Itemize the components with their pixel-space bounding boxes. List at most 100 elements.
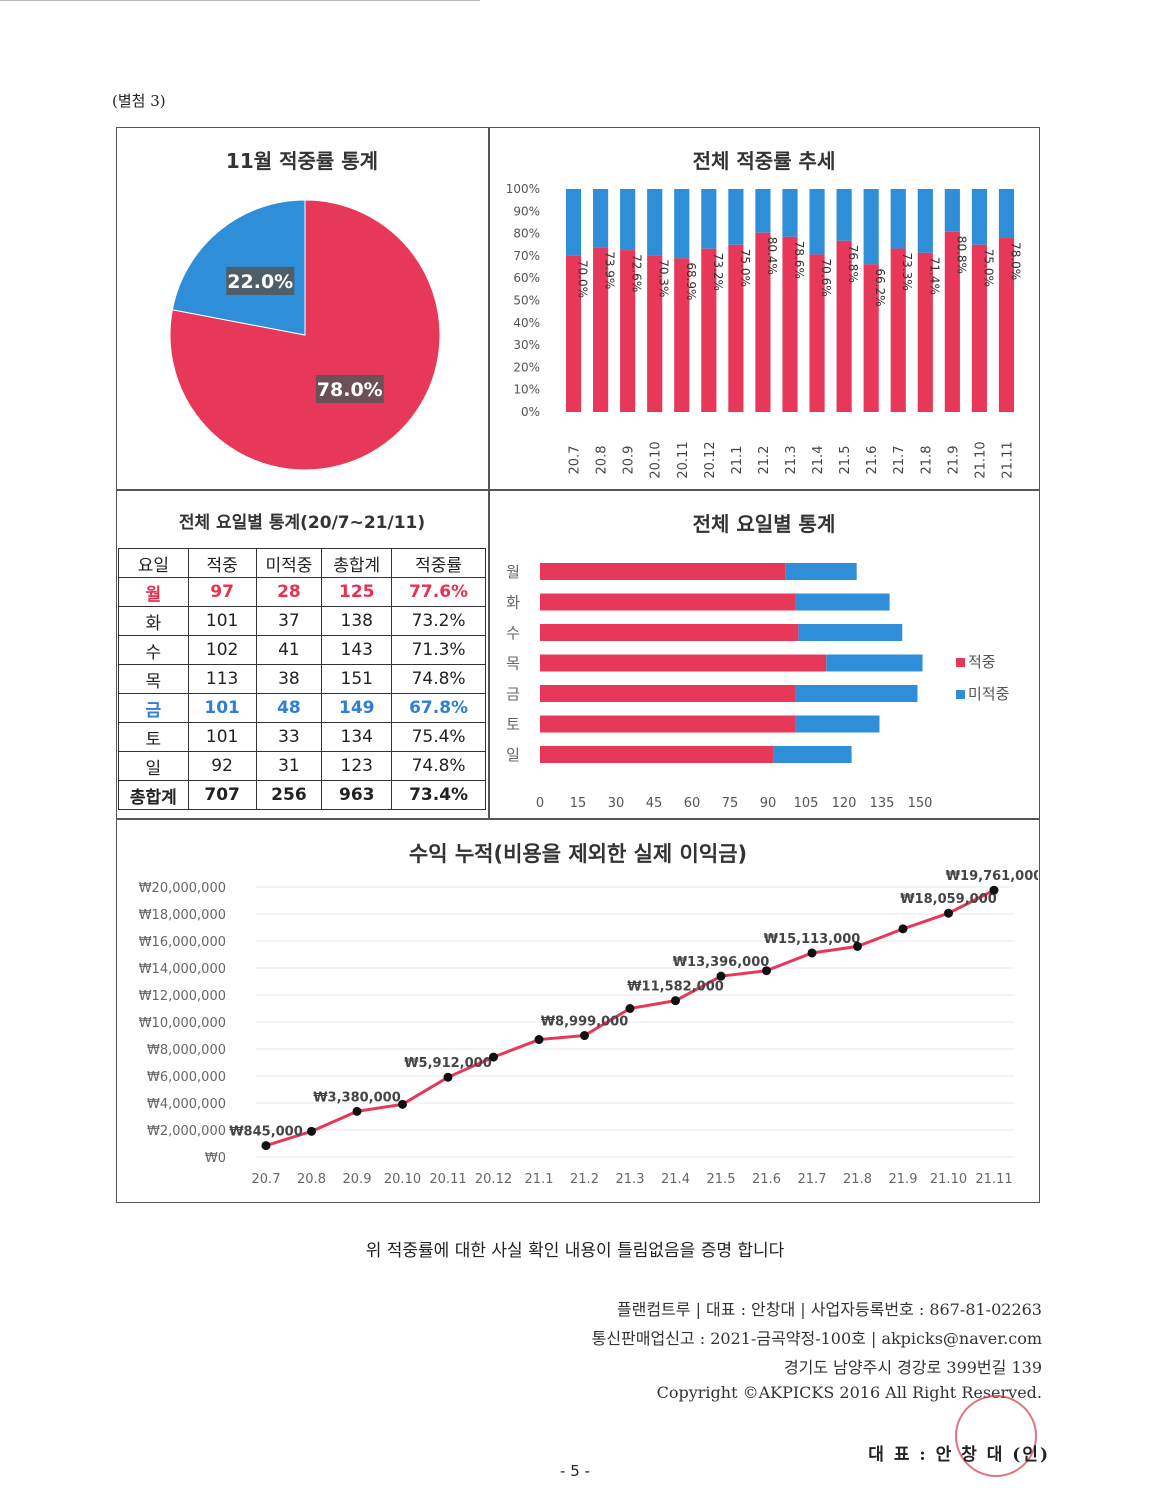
trend-bar-hit	[620, 250, 636, 412]
table-cell: 월	[118, 577, 189, 607]
trend-bar-label: 73.2%	[711, 253, 725, 291]
trend-ytick: 80%	[513, 227, 540, 241]
profit-point	[398, 1099, 407, 1109]
legend-hit-swatch	[956, 658, 965, 667]
trend-bar-label: 68.9%	[684, 262, 698, 300]
table-cell: 48	[255, 693, 323, 723]
weekday-bar-hit	[540, 624, 799, 641]
trend-ytick: 90%	[513, 204, 540, 218]
profit-point	[944, 908, 953, 918]
trend-xtick: 21.10	[973, 441, 988, 478]
table-cell: 75.4%	[391, 722, 486, 752]
trend-bar-hit	[728, 244, 744, 412]
profit-ytick: ₩20,000,000	[139, 881, 226, 896]
table-cell: 101	[187, 606, 257, 636]
weekday-bar-miss	[785, 563, 857, 580]
trend-bar-label: 73.9%	[603, 251, 617, 289]
weekday-xtick: 75	[722, 796, 739, 811]
legend-miss-label: 미적중	[968, 685, 1009, 703]
trend-bar-hit	[755, 232, 771, 412]
trend-ytick: 10%	[513, 383, 540, 397]
table-row: 토 101 33 134 75.4%	[118, 722, 486, 752]
trend-bar-miss	[674, 189, 690, 259]
profit-point-label: ₩18,059,000	[900, 892, 997, 907]
trend-ytick: 70%	[513, 249, 540, 263]
table-cell: 수	[118, 635, 189, 665]
table-cell: 74.8%	[391, 664, 486, 694]
profit-point	[807, 948, 817, 958]
trend-bar-hit	[836, 240, 852, 412]
trend-bar-miss	[782, 189, 798, 237]
profit-xtick: 21.11	[975, 1172, 1012, 1187]
trend-ytick: 20%	[513, 360, 540, 374]
trend-xtick: 21.2	[757, 446, 772, 475]
weekday-bar-miss	[795, 593, 890, 611]
table-cell: 미적중	[255, 548, 323, 578]
weekday-xtick: 60	[684, 796, 701, 811]
profit-ytick: ₩0	[205, 1151, 226, 1166]
profit-point-label: ₩15,113,000	[764, 932, 861, 947]
table-cell: 31	[255, 751, 323, 781]
trend-xtick: 21.1	[730, 446, 745, 475]
trend-xtick: 21.11	[1000, 441, 1015, 478]
table-cell: 28	[255, 577, 323, 607]
profit-xtick: 20.7	[252, 1172, 281, 1187]
table-cell: 77.6%	[391, 577, 486, 607]
table-cell: 37	[255, 606, 323, 636]
profit-chart: ₩0 ₩2,000,000 ₩4,000,000 ₩6,000,000 ₩8,000,0…	[139, 869, 1038, 1187]
table-cell: 97	[187, 577, 257, 607]
table-cell: 토	[118, 722, 189, 752]
weekday-bar-hit	[540, 685, 796, 702]
profit-point	[625, 1004, 635, 1013]
profit-ytick: ₩6,000,000	[147, 1070, 226, 1085]
table-cell: 149	[321, 693, 393, 723]
representative-signature: 대 표 : 안 창 대 (인)	[868, 1445, 1050, 1465]
table-cell: 73.4%	[391, 780, 486, 810]
footer-copyright: Copyright ©AKPICKS 2016 All Right Reserv…	[656, 1383, 1042, 1402]
company-seal	[955, 1395, 1037, 1477]
trend-bar-label: 78.0%	[1008, 242, 1022, 280]
table-cell: 적중	[187, 548, 257, 578]
trend-xtick: 21.4	[811, 446, 826, 475]
trend-title: 전체 적중률 추세	[692, 149, 836, 173]
profit-point	[261, 1141, 271, 1151]
trend-xtick: 21.7	[892, 446, 907, 475]
profit-point	[443, 1072, 453, 1082]
weekday-label: 수	[506, 624, 520, 642]
table-cell: 요일	[118, 548, 189, 578]
pie-title: 11월 적중률 통계	[225, 149, 379, 173]
trend-bar-label: 70.6%	[819, 259, 833, 297]
table-cell: 101	[187, 693, 257, 723]
weekday-label: 금	[506, 685, 520, 703]
profit-xtick: 20.8	[297, 1172, 326, 1187]
profit-point	[716, 971, 726, 981]
profit-xtick: 20.11	[429, 1172, 466, 1187]
grid-divider-lower	[116, 818, 1040, 820]
profit-ytick: ₩12,000,000	[139, 989, 226, 1004]
profit-point	[762, 966, 771, 976]
table-cell: 151	[321, 664, 393, 694]
trend-chart: 0% 10% 20% 30% 40% 50% 60% 70% 80% 90% 100% 70.0% 20…	[506, 182, 1023, 479]
trend-bar-hit	[890, 248, 906, 412]
weekday-label: 월	[506, 563, 520, 581]
table-cell: 71.3%	[391, 635, 486, 665]
profit-point-label: ₩8,999,000	[541, 1015, 629, 1030]
weekday-chart-title: 전체 요일별 통계	[692, 512, 836, 536]
trend-xtick: 20.12	[703, 441, 718, 478]
trend-bar-hit	[565, 255, 582, 412]
table-cell: 92	[187, 751, 257, 781]
footer-registration: 통신판매업신고 : 2021-금곡약정-100호 | akpicks@naver…	[591, 1329, 1042, 1348]
weekday-bar-miss	[795, 715, 880, 733]
weekday-bar-hit	[540, 654, 827, 672]
profit-point	[989, 885, 999, 895]
weekday-bar-hit	[540, 746, 774, 763]
profit-xtick: 21.3	[616, 1172, 645, 1187]
trend-ytick: 40%	[513, 316, 540, 330]
trend-bar-label: 72.6%	[630, 254, 644, 292]
profit-xtick: 21.8	[843, 1172, 872, 1187]
profit-xtick: 21.4	[661, 1172, 690, 1187]
weekday-bar-hit	[540, 715, 796, 733]
profit-point-label: ₩845,000	[229, 1125, 303, 1140]
table-cell: 963	[321, 780, 393, 810]
trend-bar-hit	[782, 236, 798, 412]
